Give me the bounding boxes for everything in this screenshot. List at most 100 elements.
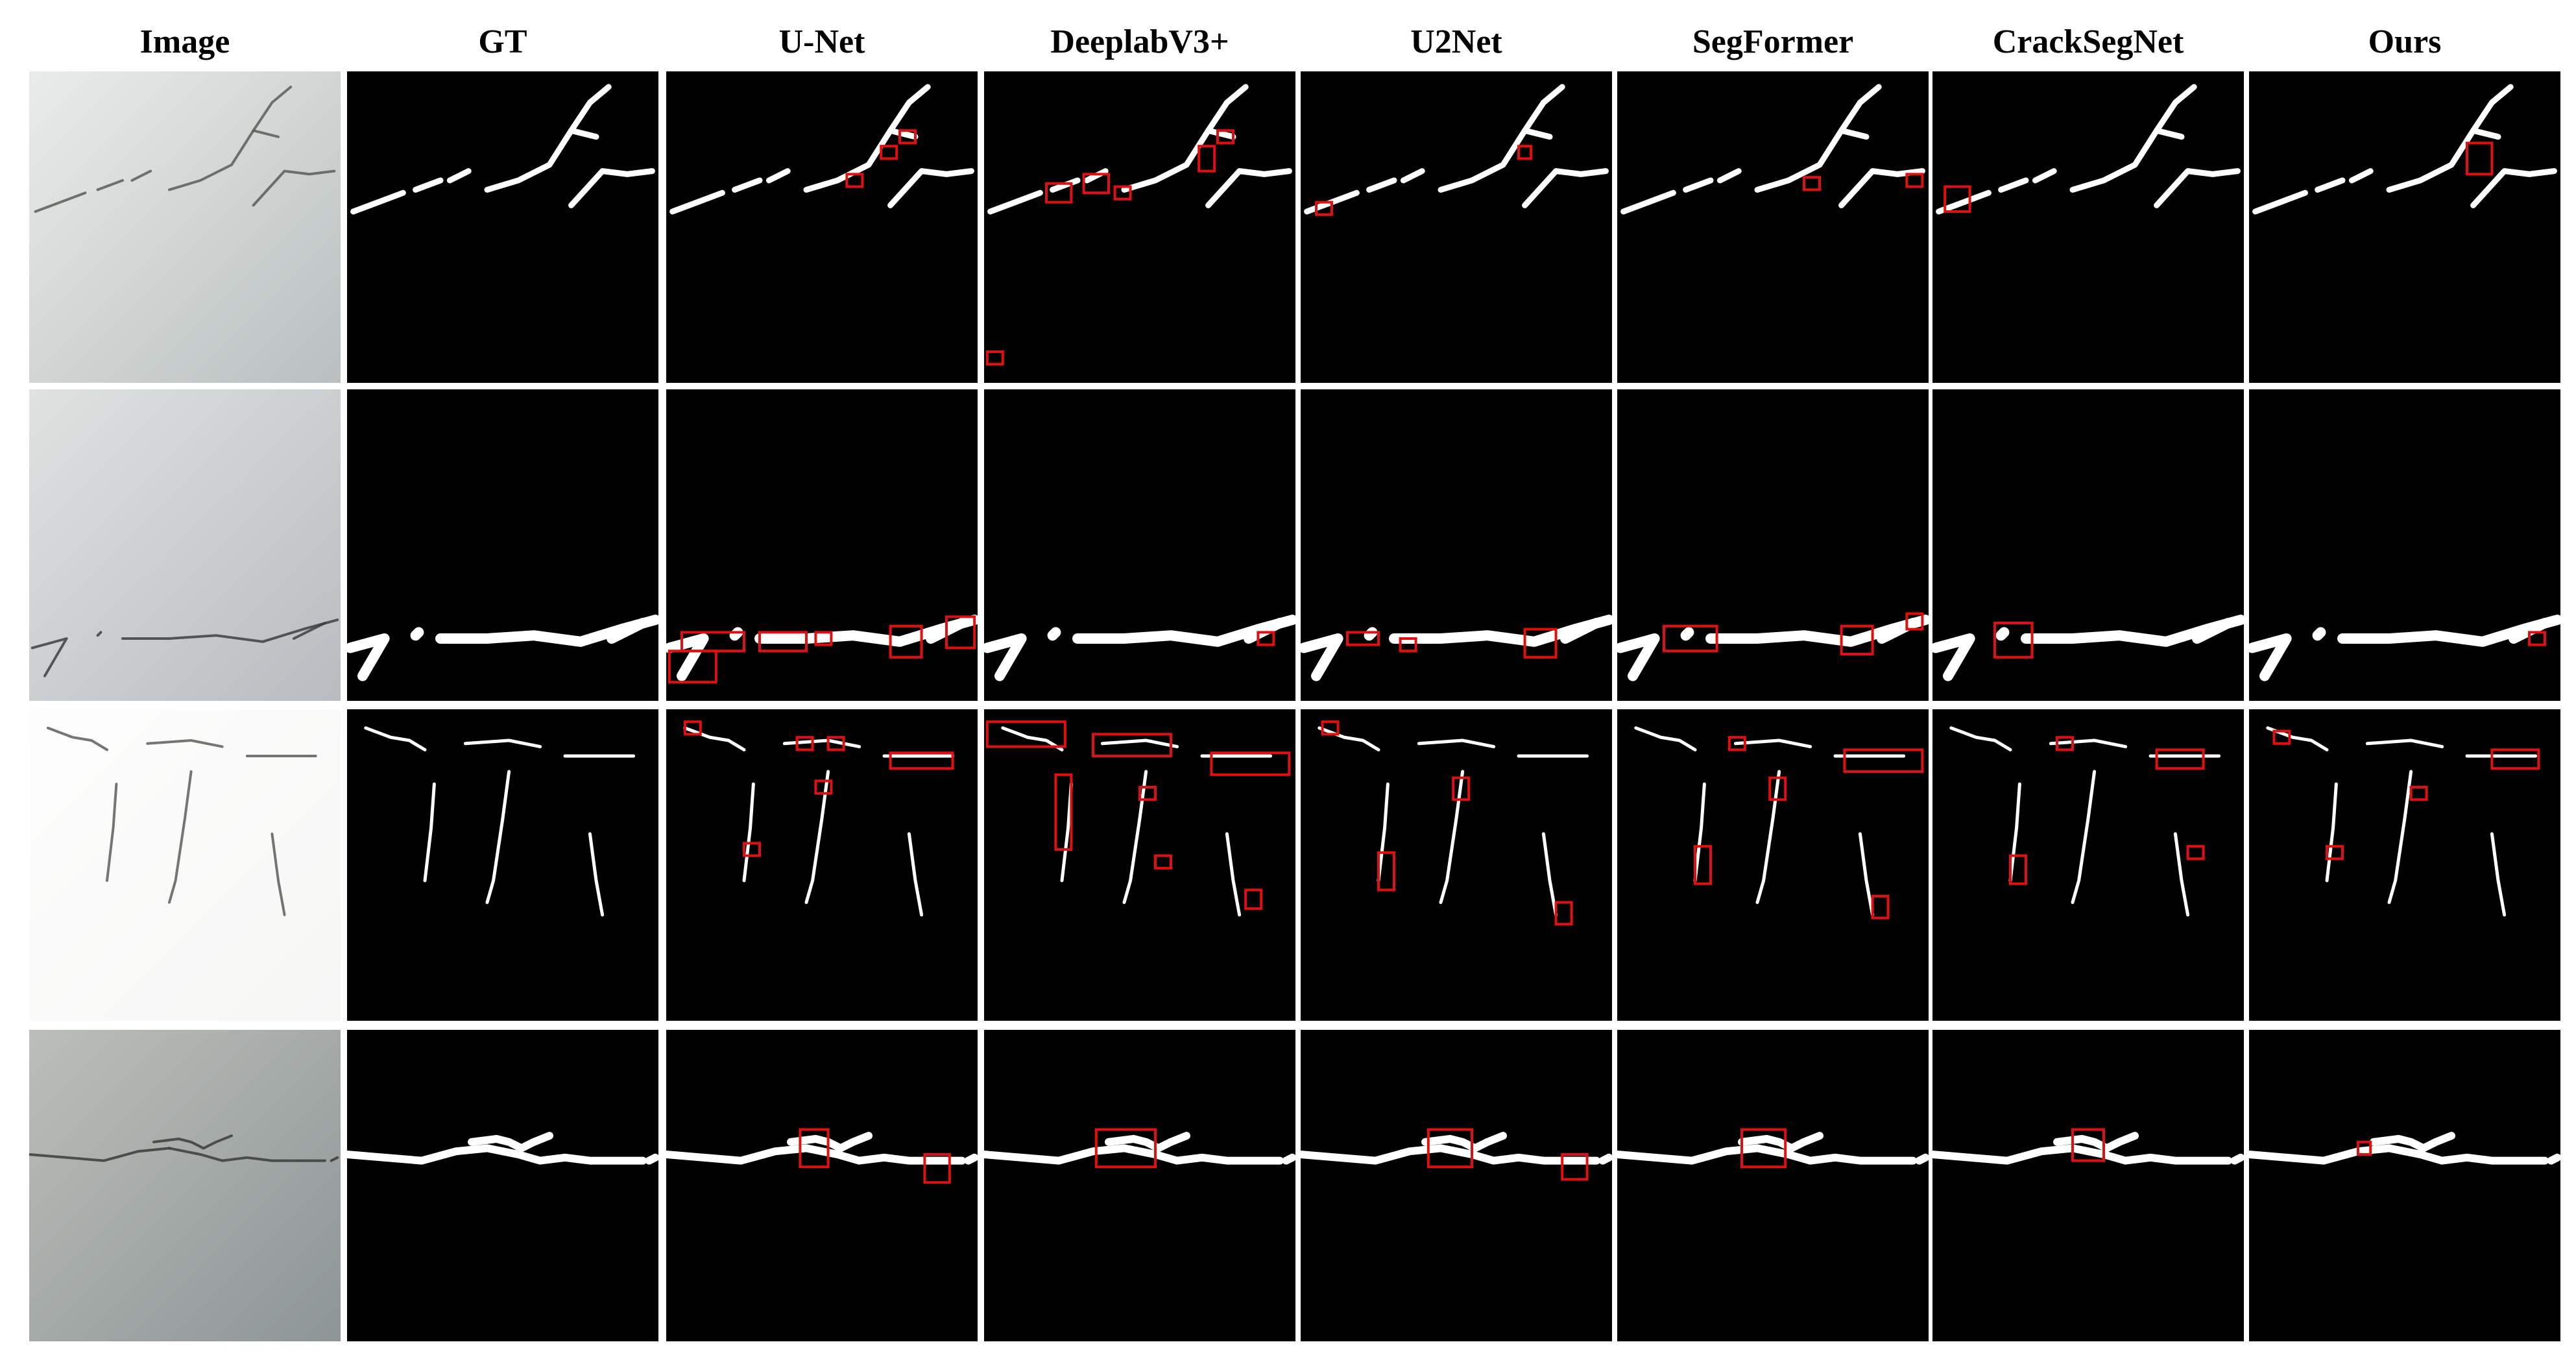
crack-mask: [732, 177, 763, 193]
crack-mask: [1716, 168, 1742, 184]
crack-mask: [1680, 627, 1694, 641]
crack-mask: [1733, 738, 1812, 749]
crack-mask: [1377, 782, 1390, 883]
crack-mask: [2370, 1132, 2455, 1153]
error-highlight-box: [1154, 854, 1172, 870]
error-highlight-box: [2186, 845, 2205, 860]
panel-row4-u2net: [1301, 1030, 1612, 1341]
panel-row2-gt: [347, 389, 658, 701]
crack-mask: [2348, 168, 2374, 184]
panel-row4-deeplabv3: [984, 1030, 1295, 1341]
error-highlight-box: [799, 1128, 830, 1169]
segmentation-mask: [1301, 1030, 1612, 1341]
crack-mask: [364, 726, 427, 751]
error-highlight-box: [1768, 776, 1787, 801]
photo-crack: [168, 770, 193, 904]
panel-row1-gt: [347, 71, 658, 383]
photo-crack: [330, 1156, 339, 1162]
photo-crack: [46, 726, 108, 751]
crack-mask: [984, 633, 1027, 681]
panel-row4-cracksegnet: [1932, 1030, 2244, 1341]
crack-mask: [964, 1153, 978, 1165]
error-highlight-box: [1210, 751, 1291, 776]
error-highlight-box: [1740, 1128, 1787, 1169]
segmentation-mask: [1932, 709, 2244, 1021]
panel-row2-cracksegnet: [1932, 389, 2244, 701]
crack-mask: [1121, 84, 1249, 193]
crack-mask: [1205, 127, 1236, 140]
photo-crack: [152, 1134, 233, 1150]
crack-mask: [468, 1132, 553, 1153]
crack-mask: [1244, 618, 1285, 644]
segmentation-mask: [347, 709, 658, 1021]
error-highlight-box: [758, 631, 808, 653]
segmentation-mask: [2249, 71, 2560, 383]
error-highlight-box: [923, 1153, 951, 1184]
photo-crack: [168, 1147, 326, 1162]
error-highlight-box: [1554, 901, 1573, 926]
panel-row4-ours: [2249, 1030, 2560, 1341]
crack-mask: [463, 738, 542, 749]
panel-row2-segformer: [1617, 389, 1929, 701]
segmentation-mask: [666, 1030, 978, 1341]
segmentation-mask: [984, 709, 1295, 1021]
crack-mask: [607, 618, 648, 644]
crack-mask: [1634, 726, 1697, 751]
segmentation-mask: [1301, 71, 1612, 383]
crack-mask: [666, 1144, 810, 1165]
crack-mask: [1598, 1153, 1612, 1165]
crack-mask: [588, 832, 605, 917]
panel-row3-deeplabv3: [984, 709, 1295, 1021]
crack-mask: [2315, 177, 2346, 193]
crack-mask: [2249, 633, 2292, 681]
panel-row3-segformer: [1617, 709, 1929, 1021]
crack-mask: [1522, 127, 1553, 140]
crack-mask: [1683, 177, 1714, 193]
panel-row4-gt: [347, 1030, 658, 1341]
error-highlight-box: [1198, 145, 1216, 173]
crack-mask: [2230, 1153, 2244, 1165]
panel-row3-cracksegnet: [1932, 709, 2244, 1021]
crack-mask: [2071, 770, 2097, 905]
crack-mask: [347, 633, 390, 681]
error-highlight-box: [2056, 736, 2074, 751]
error-highlight-box: [1993, 622, 2034, 659]
segmentation-mask: [984, 389, 1295, 701]
error-highlight-box: [1399, 637, 1417, 653]
panel-row4-image: [29, 1030, 341, 1341]
crack-mask: [765, 168, 791, 184]
crack-mask: [1225, 832, 1242, 917]
crack-mask: [2312, 627, 2326, 641]
error-highlight-box: [2326, 845, 2344, 860]
segmentation-mask: [1617, 1030, 1929, 1341]
crack-mask: [1122, 770, 1148, 905]
crack-mask: [787, 1132, 873, 1153]
column-label-segformer: SegFormer: [1692, 23, 1854, 60]
error-highlight-box: [1094, 1128, 1157, 1169]
crack-mask: [802, 1144, 966, 1165]
error-highlight-box: [814, 631, 833, 646]
error-highlight-box: [1803, 176, 1821, 191]
error-highlight-box: [1663, 624, 1718, 653]
crack-mask: [2008, 782, 2021, 883]
error-highlight-box: [795, 736, 814, 751]
error-highlight-box: [2466, 141, 2494, 176]
crack-mask: [2049, 738, 2128, 749]
error-highlight-box: [1840, 624, 1874, 655]
input-photo: [29, 709, 341, 1021]
panel-row3-image: [29, 709, 341, 1021]
error-highlight-box: [1315, 201, 1333, 216]
crack-mask: [1949, 726, 2012, 751]
crack-mask: [2154, 127, 2185, 140]
crack-mask: [1995, 627, 2010, 641]
crack-mask: [1001, 726, 1064, 751]
panel-row4-segformer: [1617, 1030, 1929, 1341]
segmentation-mask: [1617, 71, 1929, 383]
crack-mask: [2385, 1144, 2549, 1165]
column-label-deeplabv3: DeeplabV3+: [1050, 23, 1229, 60]
error-highlight-box: [1694, 845, 1712, 885]
segmentation-mask: [1617, 709, 1929, 1021]
crack-mask: [803, 84, 931, 193]
crack-mask: [2154, 168, 2241, 208]
error-highlight-box: [1244, 888, 1263, 910]
